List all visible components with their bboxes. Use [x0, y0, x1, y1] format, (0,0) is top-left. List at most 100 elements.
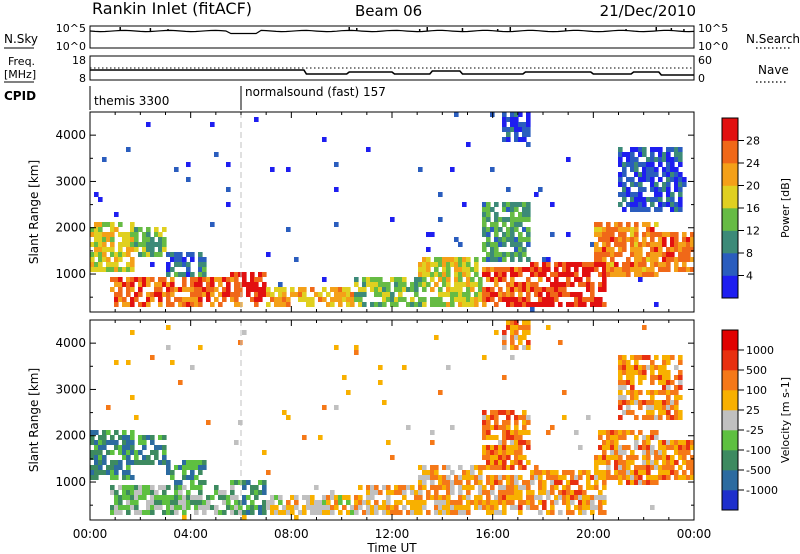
power-cell	[526, 302, 531, 307]
power-cell	[254, 282, 259, 287]
velocity-cell	[526, 415, 531, 420]
velocity-cell	[90, 450, 95, 455]
power-cell	[522, 137, 527, 142]
power-cell	[278, 282, 283, 287]
power-cell	[94, 227, 99, 232]
velocity-cell	[346, 500, 351, 505]
power-cell	[526, 282, 531, 287]
velocity-cell	[418, 505, 423, 510]
velocity-cell	[570, 490, 575, 495]
velocity-cell	[498, 500, 503, 505]
velocity-cell	[530, 500, 535, 505]
velocity-cell	[182, 485, 187, 490]
power-cell	[670, 237, 675, 242]
power-cell	[634, 252, 639, 257]
velocity-cell	[318, 505, 323, 510]
power-cell	[402, 277, 407, 282]
velocity-cell	[638, 405, 643, 410]
velocity-cell	[254, 505, 259, 510]
velocity-cell	[514, 435, 519, 440]
power-cell	[170, 257, 175, 262]
power-cell	[238, 292, 243, 297]
power-cell	[186, 262, 191, 267]
velocity-cell	[630, 395, 635, 400]
velocity-cell	[670, 400, 675, 405]
velocity-cell	[554, 475, 559, 480]
power-cell	[618, 232, 623, 237]
power-cell	[558, 302, 563, 307]
velocity-cell	[458, 485, 463, 490]
velocity-cell	[126, 490, 131, 495]
power-cell	[274, 302, 279, 307]
power-cell	[554, 277, 559, 282]
power-cell	[506, 117, 511, 122]
velocity-cell	[490, 445, 495, 450]
velocity-cell	[250, 510, 255, 515]
power-cell	[650, 247, 655, 252]
velocity-cell	[234, 440, 239, 445]
velocity-cell	[486, 425, 491, 430]
velocity-cell	[166, 510, 171, 515]
power-cell	[522, 267, 527, 272]
velocity-cell	[438, 495, 443, 500]
power-cell	[494, 217, 499, 222]
power-cell	[526, 242, 531, 247]
power-cell	[642, 172, 647, 177]
power-cell	[166, 287, 171, 292]
nsky-tick-bottom: 10^0	[56, 40, 86, 53]
velocity-cell	[658, 370, 663, 375]
power-cell	[530, 282, 535, 287]
power-cell	[510, 242, 515, 247]
velocity-cell	[470, 500, 475, 505]
velocity-cell	[174, 490, 179, 495]
power-cell	[398, 297, 403, 302]
velocity-cell	[194, 510, 199, 515]
power-cell	[170, 267, 175, 272]
power-cell	[230, 277, 235, 282]
velocity-cell	[386, 495, 391, 500]
power-cell	[346, 292, 351, 297]
power-cell	[298, 287, 303, 292]
power-cell	[606, 232, 611, 237]
velocity-cell	[634, 435, 639, 440]
velocity-cell	[374, 510, 379, 515]
velocity-cell	[654, 455, 659, 460]
velocity-cell	[310, 495, 315, 500]
velocity-cell	[650, 370, 655, 375]
power-cell	[618, 272, 623, 277]
velocity-cell	[510, 410, 515, 415]
velocity-cell	[166, 325, 171, 330]
power-cell	[634, 172, 639, 177]
velocity-cell	[658, 380, 663, 385]
power-cell	[606, 242, 611, 247]
power-cell	[458, 287, 463, 292]
velocity-cell	[538, 480, 543, 485]
power-cell	[98, 222, 103, 227]
power-cell	[666, 257, 671, 262]
power-cell	[130, 237, 135, 242]
power-cell	[622, 272, 627, 277]
power-cell	[630, 252, 635, 257]
power-cell	[618, 192, 623, 197]
velocity-cell	[426, 475, 431, 480]
nsky-spikes	[119, 27, 685, 31]
velocity-cell	[638, 370, 643, 375]
power-cell	[366, 277, 371, 282]
velocity-cell	[626, 465, 631, 470]
velocity-cell	[626, 375, 631, 380]
power-cell	[154, 227, 159, 232]
power-cell	[674, 172, 679, 177]
power-cell	[498, 272, 503, 277]
velocity-cell	[114, 445, 119, 450]
power-cell	[506, 252, 511, 257]
power-cell	[570, 302, 575, 307]
power-cell	[654, 257, 659, 262]
velocity-cell	[546, 470, 551, 475]
power-cell	[430, 272, 435, 277]
velocity-cell	[614, 455, 619, 460]
velocity-cell	[458, 475, 463, 480]
power-cell	[482, 247, 487, 252]
velocity-cell	[214, 505, 219, 510]
velocity-cell	[134, 415, 139, 420]
velocity-cell	[438, 485, 443, 490]
